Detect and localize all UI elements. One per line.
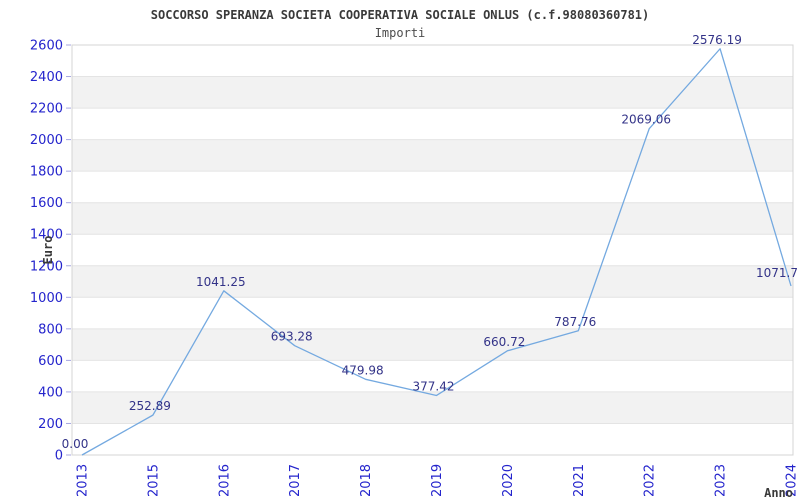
plot-border — [71, 44, 794, 456]
y-tick-label: 2000 — [30, 133, 63, 148]
plot-band — [72, 139, 793, 172]
y-tick-label: 2400 — [30, 70, 63, 85]
x-tick-label: 2019 — [430, 464, 445, 497]
point-label: 2576.19 — [692, 33, 742, 47]
point-label: 252.89 — [129, 399, 171, 413]
point-label: 2069.06 — [621, 113, 671, 127]
y-tick-label: 2600 — [30, 39, 63, 54]
plot-band — [72, 202, 793, 235]
x-tick-label: 2023 — [714, 464, 729, 497]
x-axis-title: Anno — [764, 486, 793, 500]
y-tick-label: 200 — [38, 417, 63, 432]
y-tick-label: 800 — [38, 322, 63, 337]
y-tick-label: 1000 — [30, 291, 63, 306]
plot-band — [72, 328, 793, 361]
x-tick-label: 2018 — [359, 464, 374, 497]
y-tick-label: 2200 — [30, 102, 63, 117]
y-tick-label: 600 — [38, 354, 63, 369]
x-tick-label: 2022 — [643, 464, 658, 497]
point-label: 787.76 — [554, 315, 596, 329]
chart-title: SOCCORSO SPERANZA SOCIETA COOPERATIVA SO… — [150, 8, 650, 22]
x-tick-label: 2017 — [288, 464, 303, 497]
x-tick-label: 2020 — [501, 464, 516, 497]
y-tick-label: 0 — [55, 449, 63, 464]
x-tick-label: 2024 — [785, 464, 800, 497]
plot-band — [72, 76, 793, 109]
y-tick-label: 1800 — [30, 165, 63, 180]
plot-band — [72, 391, 793, 424]
y-tick-label: 1200 — [30, 259, 63, 274]
data-line — [81, 48, 792, 456]
x-tick-label: 2021 — [572, 464, 587, 497]
x-tick-label: 2015 — [146, 464, 161, 497]
point-label: 1041.25 — [196, 275, 246, 289]
point-label: 1071.7 — [756, 266, 798, 280]
point-label: 660.72 — [483, 335, 525, 349]
x-tick-label: 2013 — [76, 464, 91, 497]
point-label: 0.00 — [62, 437, 89, 451]
plot-band — [72, 265, 793, 298]
chart-subtitle: Importi — [374, 26, 426, 40]
y-axis-title: Euro — [41, 235, 55, 265]
point-label: 693.28 — [271, 330, 313, 344]
y-tick-label: 1400 — [30, 228, 63, 243]
point-label: 479.98 — [342, 363, 384, 377]
x-tick-label: 2016 — [217, 464, 232, 497]
point-label: 377.42 — [413, 379, 455, 393]
y-tick-label: 1600 — [30, 196, 63, 211]
y-tick-label: 400 — [38, 385, 63, 400]
